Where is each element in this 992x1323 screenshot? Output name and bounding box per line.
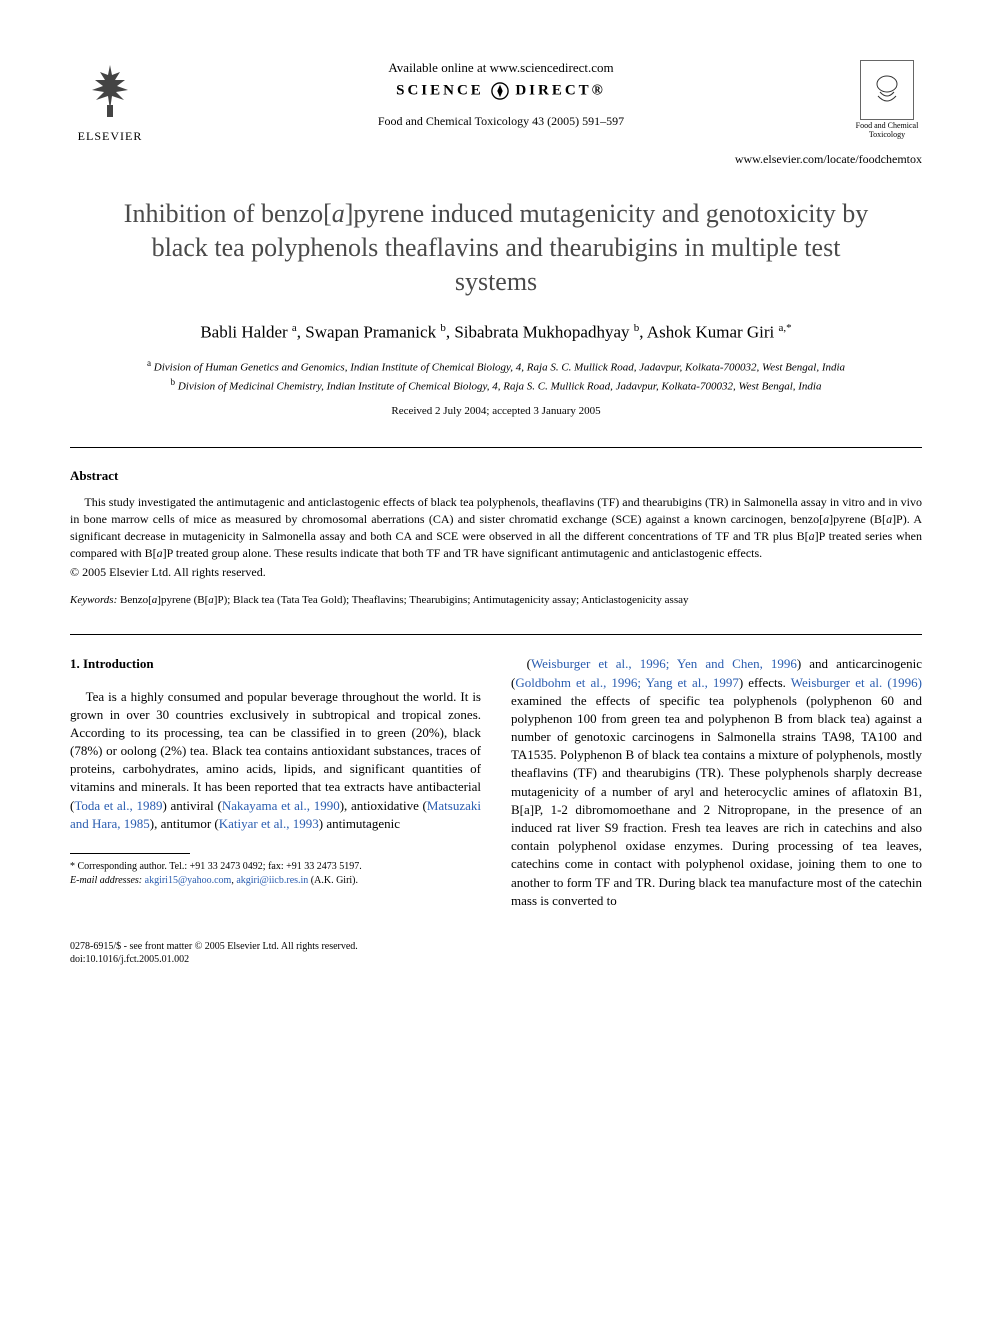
- publisher-name: ELSEVIER: [70, 129, 150, 144]
- corresponding-text: Corresponding author. Tel.: +91 33 2473 …: [78, 861, 362, 872]
- email-2[interactable]: akgiri@iicb.res.in: [236, 875, 308, 886]
- doi-line: doi:10.1016/j.fct.2005.01.002: [70, 953, 922, 966]
- email-label: E-mail addresses:: [70, 875, 142, 886]
- affiliations: a Division of Human Genetics and Genomic…: [70, 357, 922, 395]
- column-left: 1. Introduction Tea is a highly consumed…: [70, 655, 481, 910]
- science-direct-logo: SCIENCE DIRECT®: [170, 82, 832, 100]
- sd-compass-icon: [491, 82, 509, 100]
- keywords-text: Benzo[a]pyrene (B[a]P); Black tea (Tata …: [120, 594, 688, 606]
- intro-col2-text: (Weisburger et al., 1996; Yen and Chen, …: [511, 655, 922, 910]
- intro-heading: 1. Introduction: [70, 655, 481, 673]
- bottom-info: 0278-6915/$ - see front matter © 2005 El…: [70, 940, 922, 966]
- email-owner: (A.K. Giri).: [311, 875, 358, 886]
- affiliation-b-text: Division of Medicinal Chemistry, Indian …: [178, 381, 822, 393]
- authors-line: Babli Halder a, Swapan Pramanick b, Siba…: [70, 322, 922, 343]
- front-matter-line: 0278-6915/$ - see front matter © 2005 El…: [70, 940, 922, 953]
- sd-right: DIRECT®: [515, 82, 606, 98]
- intro-col1-text: Tea is a highly consumed and popular bev…: [70, 688, 481, 834]
- article-title: Inhibition of benzo[a]pyrene induced mut…: [110, 197, 882, 298]
- journal-logo-box: [860, 60, 914, 120]
- available-online-text: Available online at www.sciencedirect.co…: [170, 60, 832, 76]
- received-dates: Received 2 July 2004; accepted 3 January…: [70, 405, 922, 417]
- journal-reference: Food and Chemical Toxicology 43 (2005) 5…: [170, 114, 832, 129]
- journal-mark-icon: [872, 72, 902, 108]
- email-1[interactable]: akgiri15@yahoo.com: [145, 875, 232, 886]
- body-columns: 1. Introduction Tea is a highly consumed…: [70, 655, 922, 910]
- email-line: E-mail addresses: akgiri15@yahoo.com, ak…: [70, 874, 481, 888]
- footnotes: * Corresponding author. Tel.: +91 33 247…: [70, 860, 481, 888]
- abstract-copyright: © 2005 Elsevier Ltd. All rights reserved…: [70, 565, 922, 580]
- footnote-rule: [70, 853, 190, 854]
- elsevier-tree-icon: [80, 60, 140, 120]
- affiliation-a-text: Division of Human Genetics and Genomics,…: [154, 362, 845, 374]
- affiliation-b: b Division of Medicinal Chemistry, India…: [70, 376, 922, 395]
- abstract-heading: Abstract: [70, 468, 922, 484]
- locate-url: www.elsevier.com/locate/foodchemtox: [70, 152, 922, 167]
- keywords-line: Keywords: Benzo[a]pyrene (B[a]P); Black …: [70, 594, 922, 606]
- corresponding-author: * Corresponding author. Tel.: +91 33 247…: [70, 860, 481, 874]
- rule-top: [70, 447, 922, 448]
- column-right: (Weisburger et al., 1996; Yen and Chen, …: [511, 655, 922, 910]
- publisher-logo: ELSEVIER: [70, 60, 150, 144]
- affiliation-a: a Division of Human Genetics and Genomic…: [70, 357, 922, 376]
- abstract-body: This study investigated the antimutageni…: [70, 494, 922, 561]
- journal-logo-label: Food and Chemical Toxicology: [852, 122, 922, 140]
- header-row: ELSEVIER Available online at www.science…: [70, 60, 922, 144]
- journal-logo: Food and Chemical Toxicology: [852, 60, 922, 140]
- keywords-label: Keywords:: [70, 594, 117, 606]
- sd-left: SCIENCE: [396, 82, 484, 98]
- center-header: Available online at www.sciencedirect.co…: [150, 60, 852, 133]
- rule-bottom: [70, 634, 922, 635]
